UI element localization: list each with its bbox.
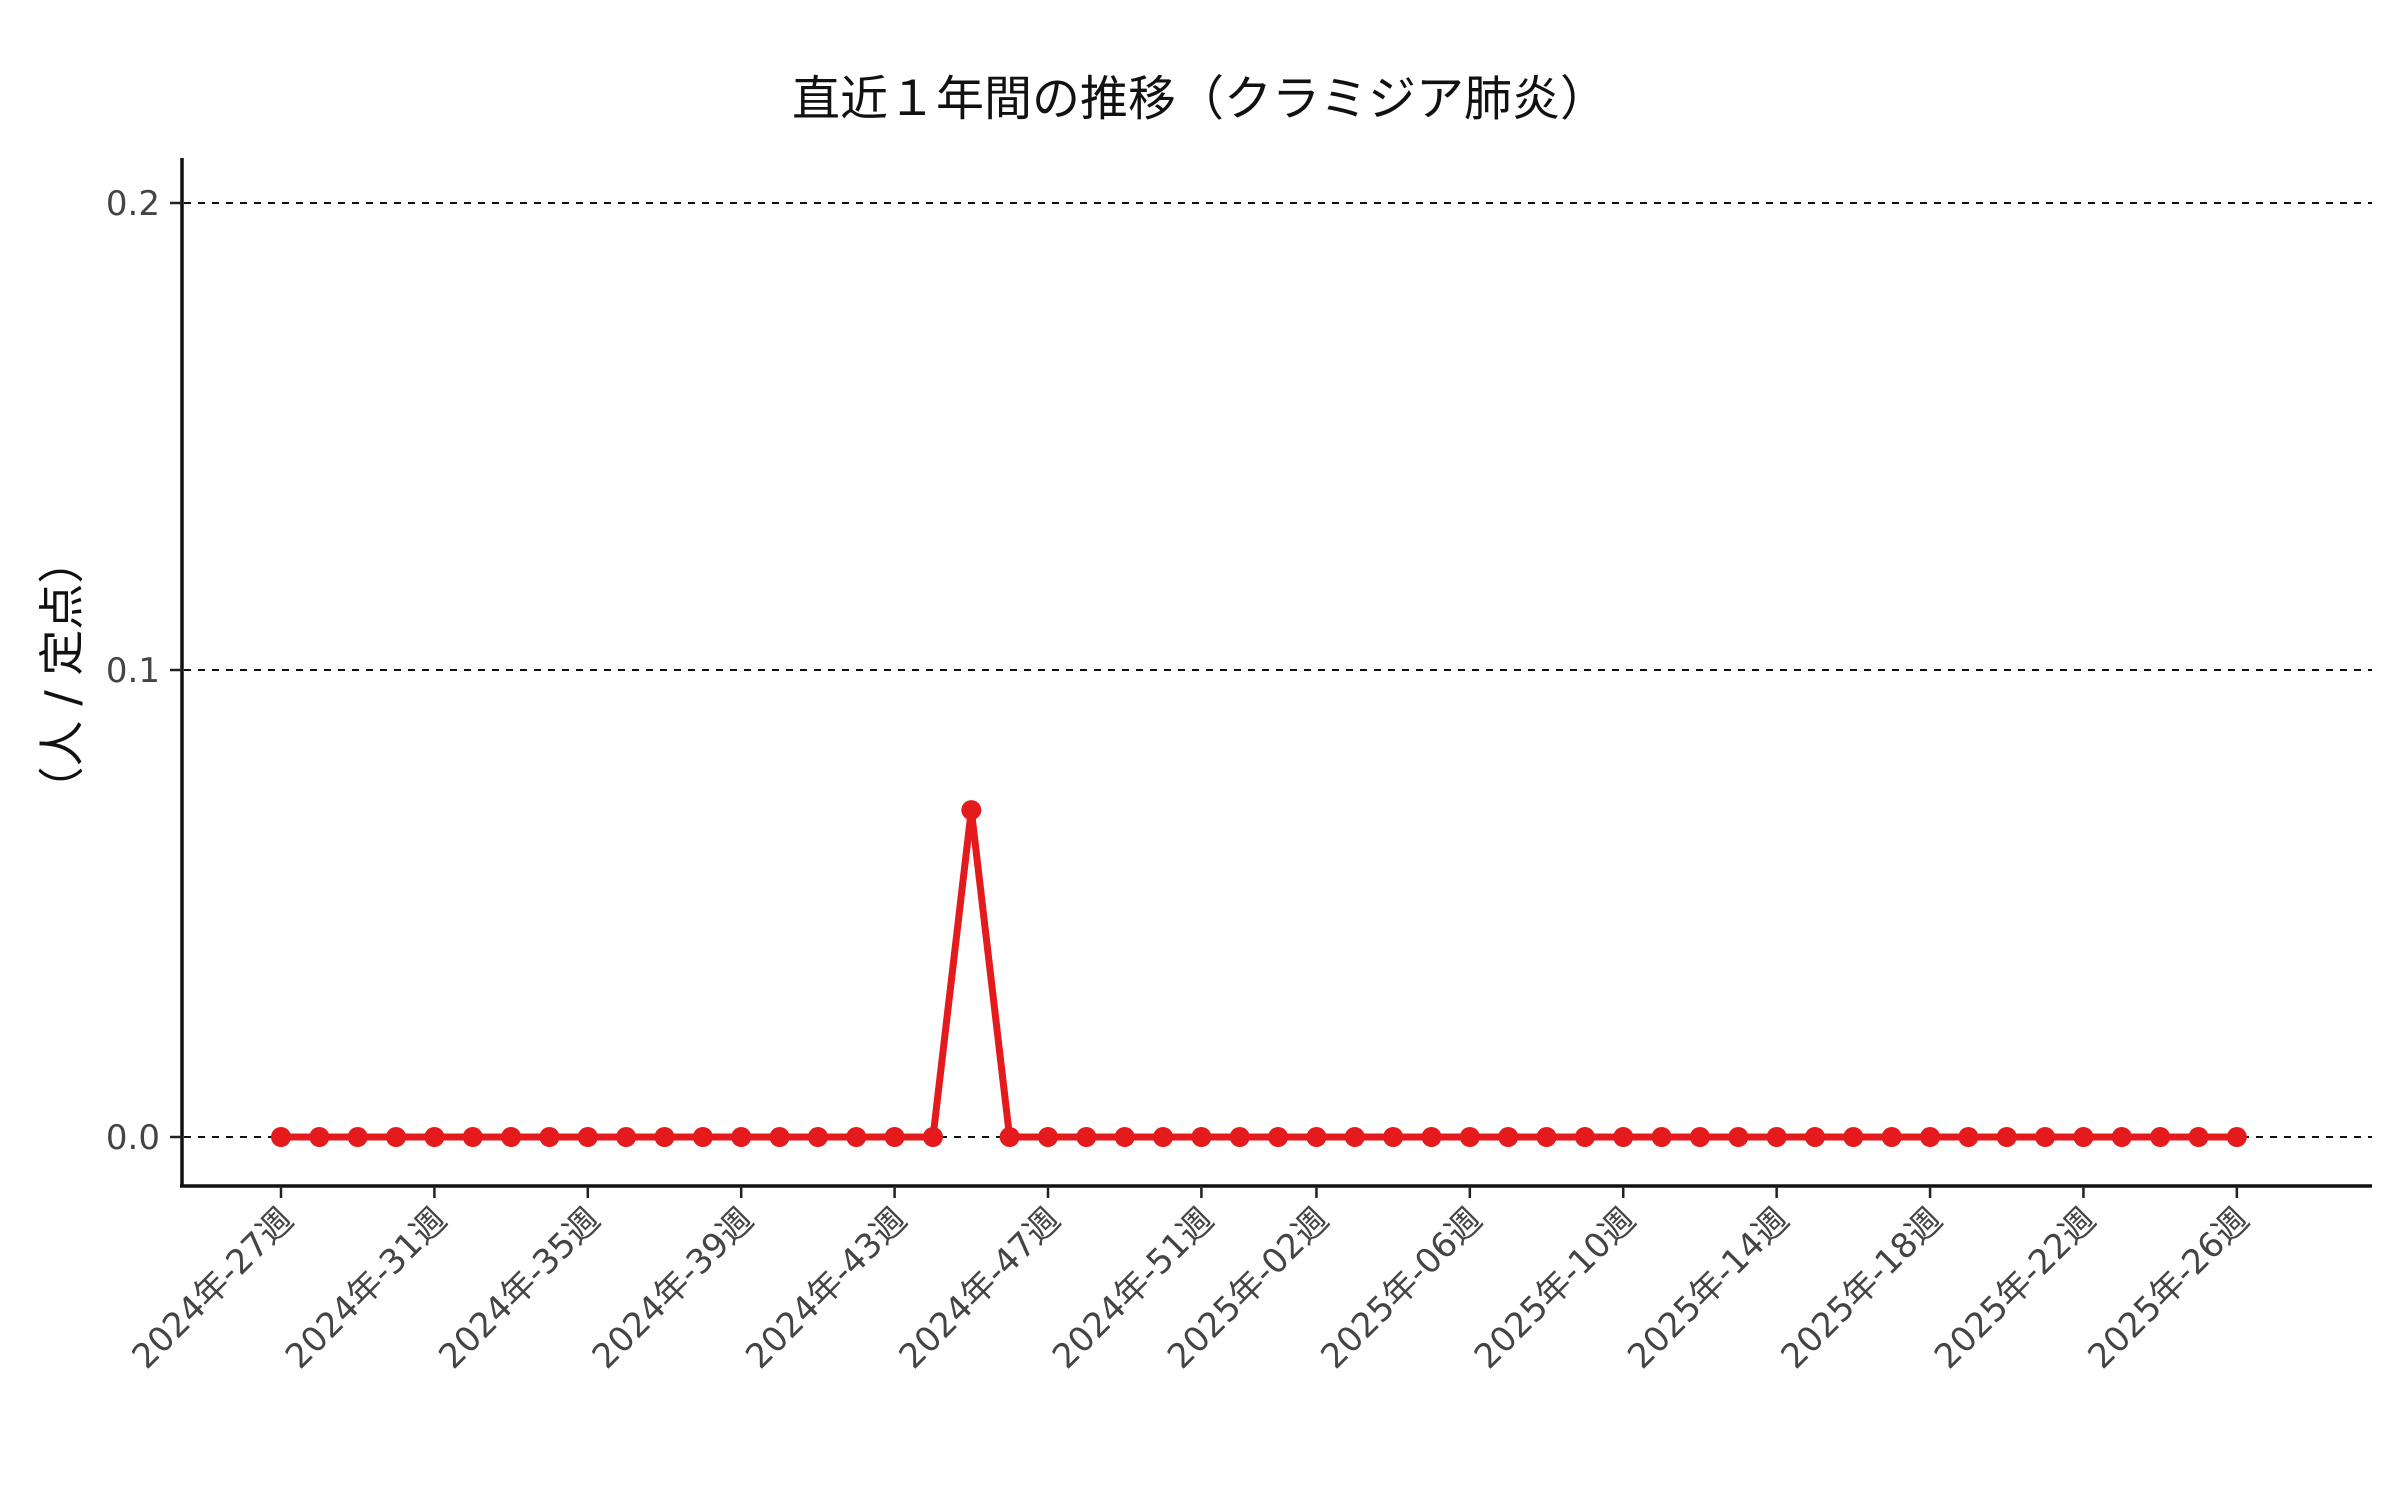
y-tick-label: 0.2 bbox=[106, 184, 160, 224]
data-point bbox=[2111, 1127, 2132, 1147]
data-point bbox=[1268, 1127, 1289, 1147]
data-point bbox=[386, 1127, 407, 1147]
data-point bbox=[1536, 1127, 1557, 1147]
axes bbox=[180, 158, 2372, 1188]
data-point bbox=[1191, 1127, 1212, 1147]
x-tick-label: 2024年-27週 bbox=[125, 1200, 302, 1377]
data-point bbox=[807, 1127, 828, 1147]
x-tick-label: 2024年-43週 bbox=[738, 1200, 915, 1377]
y-tick-label: 0.0 bbox=[106, 1118, 160, 1158]
data-point bbox=[1958, 1127, 1979, 1147]
y-axis-label: （人 / 定点） bbox=[35, 538, 89, 813]
data-point bbox=[922, 1127, 943, 1147]
data-point bbox=[884, 1127, 905, 1147]
x-tick-label: 2025年-10週 bbox=[1467, 1200, 1644, 1377]
data-point bbox=[692, 1127, 713, 1147]
data-point bbox=[501, 1127, 522, 1147]
data-point bbox=[654, 1127, 675, 1147]
y-tick-label: 0.1 bbox=[106, 651, 160, 691]
data-point bbox=[1038, 1127, 1058, 1147]
data-point bbox=[1306, 1127, 1327, 1147]
x-tick-label: 2025年-26週 bbox=[2080, 1200, 2257, 1377]
data-point bbox=[1805, 1127, 1825, 1147]
gridlines bbox=[184, 202, 2372, 1138]
data-point bbox=[731, 1127, 752, 1147]
data-point bbox=[616, 1127, 637, 1147]
data-point bbox=[539, 1127, 560, 1147]
data-point bbox=[1920, 1127, 1941, 1147]
data-point bbox=[769, 1127, 790, 1147]
data-point bbox=[309, 1127, 330, 1147]
x-tick-label: 2025年-18週 bbox=[1774, 1200, 1951, 1377]
y-ticks: 0.0 0.1 0.2 bbox=[106, 184, 182, 1158]
x-tick-label: 2024年-39週 bbox=[585, 1200, 762, 1377]
data-point bbox=[1153, 1127, 1174, 1147]
data-point bbox=[1459, 1127, 1480, 1147]
data-point bbox=[1766, 1127, 1787, 1147]
x-tick-label: 2024年-47週 bbox=[892, 1200, 1069, 1377]
data-point bbox=[999, 1127, 1020, 1147]
data-point bbox=[1114, 1127, 1135, 1147]
data-point bbox=[1651, 1127, 1672, 1147]
data-point bbox=[1383, 1127, 1404, 1147]
data-point bbox=[1421, 1127, 1442, 1147]
data-point bbox=[1843, 1127, 1864, 1147]
data-point bbox=[2188, 1127, 2209, 1147]
data-point bbox=[2150, 1127, 2171, 1147]
data-point bbox=[1076, 1127, 1097, 1147]
data-point bbox=[2226, 1127, 2247, 1147]
series-group bbox=[271, 800, 2247, 1147]
x-tick-label: 2024年-31週 bbox=[278, 1200, 455, 1377]
x-tick-label: 2024年-35週 bbox=[431, 1200, 608, 1377]
data-point bbox=[1689, 1127, 1710, 1147]
data-point bbox=[846, 1127, 867, 1147]
x-tick-label: 2025年-22週 bbox=[1927, 1200, 2104, 1377]
data-point bbox=[577, 1127, 598, 1147]
data-point bbox=[1728, 1127, 1749, 1147]
x-tick-label: 2025年-06週 bbox=[1313, 1200, 1490, 1377]
data-point bbox=[1229, 1127, 1250, 1147]
x-ticks: 2024年-27週2024年-31週2024年-35週2024年-39週2024… bbox=[125, 1186, 2257, 1377]
data-point bbox=[2073, 1127, 2094, 1147]
data-point bbox=[2035, 1127, 2056, 1147]
data-point bbox=[424, 1127, 445, 1147]
chart-title: 直近１年間の推移（クラミジア肺炎） bbox=[792, 71, 1608, 127]
data-point bbox=[1498, 1127, 1519, 1147]
data-point bbox=[462, 1127, 483, 1147]
data-point bbox=[1344, 1127, 1365, 1147]
data-point bbox=[271, 1127, 291, 1147]
data-point bbox=[1881, 1127, 1902, 1147]
x-tick-label: 2025年-14週 bbox=[1620, 1200, 1797, 1377]
data-point bbox=[347, 1127, 368, 1147]
data-point bbox=[1996, 1127, 2017, 1147]
series-line bbox=[277, 806, 2241, 1141]
data-point bbox=[961, 800, 982, 821]
data-point bbox=[1574, 1127, 1595, 1147]
data-point bbox=[1613, 1127, 1634, 1147]
